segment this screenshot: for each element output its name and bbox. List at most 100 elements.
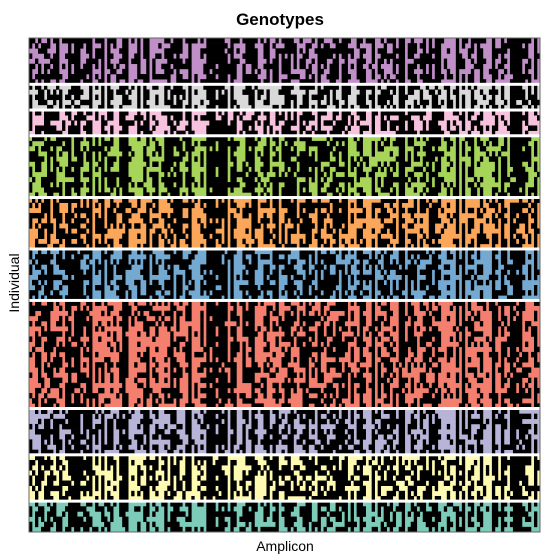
missing-cell [164, 285, 174, 291]
missing-cell [95, 176, 99, 183]
missing-cell [263, 382, 267, 389]
missing-cell [302, 279, 312, 286]
missing-cell [107, 53, 114, 59]
missing-cell [524, 130, 529, 137]
missing-cell [317, 125, 321, 131]
missing-cell [482, 207, 487, 214]
missing-cell [284, 264, 294, 270]
missing-cell [491, 192, 496, 198]
missing-cell [251, 197, 258, 203]
missing-cell [371, 125, 375, 131]
missing-cell [491, 63, 496, 70]
missing-cell [224, 238, 228, 245]
missing-cell [221, 243, 228, 250]
missing-cell [428, 223, 436, 229]
missing-cell [32, 398, 39, 404]
missing-cell [419, 238, 424, 245]
missing-cell [335, 357, 339, 363]
missing-cell [170, 290, 174, 296]
missing-cell [380, 38, 384, 44]
missing-cell [398, 166, 406, 173]
missing-cell [35, 351, 42, 358]
missing-cell [101, 495, 105, 502]
missing-cell [182, 475, 192, 481]
missing-cell [200, 408, 204, 414]
missing-cell [509, 434, 517, 440]
missing-cell [266, 140, 270, 147]
missing-cell [203, 346, 210, 353]
missing-cell [152, 511, 156, 517]
missing-cell [398, 182, 406, 188]
missing-cell [38, 218, 42, 224]
missing-cell [533, 254, 538, 260]
missing-cell [398, 254, 406, 260]
missing-cell [170, 413, 177, 420]
missing-cell [461, 248, 466, 255]
missing-cell [500, 269, 508, 276]
missing-cell [419, 506, 427, 512]
missing-cell [455, 125, 460, 131]
missing-cell [86, 120, 93, 126]
missing-cell [152, 300, 156, 306]
missing-cell [35, 331, 39, 337]
missing-cell [467, 501, 475, 507]
missing-cell [305, 341, 312, 348]
missing-cell [398, 403, 409, 409]
missing-cell [281, 403, 291, 409]
missing-cell [188, 254, 195, 260]
missing-cell [407, 135, 415, 142]
missing-cell [527, 192, 532, 198]
missing-cell [200, 490, 219, 497]
missing-cell [260, 218, 270, 224]
missing-cell [62, 63, 66, 70]
missing-cell [230, 43, 234, 49]
missing-cell [56, 79, 60, 85]
missing-cell [167, 233, 174, 239]
missing-cell [263, 511, 270, 517]
missing-cell [410, 346, 418, 353]
missing-cell [263, 321, 270, 327]
missing-cell [317, 151, 330, 157]
missing-cell [428, 68, 433, 75]
missing-cell [98, 336, 102, 342]
missing-cell [491, 212, 496, 219]
missing-cell [500, 171, 508, 178]
missing-cell [59, 315, 63, 322]
missing-cell [32, 135, 45, 142]
missing-cell [509, 248, 526, 255]
missing-cell [425, 521, 439, 528]
missing-cell [419, 43, 427, 49]
group-separator [29, 453, 540, 457]
missing-cell [371, 393, 375, 399]
missing-cell [371, 48, 375, 54]
missing-cell [443, 223, 448, 229]
missing-cell [212, 346, 228, 353]
missing-cell [452, 187, 460, 193]
missing-cell [176, 310, 183, 317]
missing-cell [371, 99, 375, 106]
missing-cell [362, 223, 366, 229]
missing-cell [311, 300, 315, 306]
missing-cell [479, 223, 484, 229]
missing-cell [107, 274, 114, 281]
missing-cell [509, 99, 517, 106]
missing-cell [398, 336, 406, 342]
missing-cell [350, 393, 354, 399]
missing-cell [428, 248, 433, 255]
missing-cell [431, 382, 439, 389]
missing-cell [518, 238, 526, 245]
missing-cell [293, 63, 297, 70]
missing-cell [110, 377, 114, 384]
missing-cell [356, 362, 360, 368]
missing-cell [275, 243, 282, 250]
missing-cell [59, 197, 81, 203]
missing-cell [83, 449, 93, 456]
missing-cell [68, 501, 81, 507]
missing-cell [188, 197, 192, 203]
missing-cell [380, 449, 384, 456]
missing-cell [254, 110, 261, 116]
missing-cell [434, 38, 445, 44]
missing-cell [47, 480, 54, 486]
missing-cell [74, 315, 87, 322]
missing-cell [41, 326, 45, 332]
